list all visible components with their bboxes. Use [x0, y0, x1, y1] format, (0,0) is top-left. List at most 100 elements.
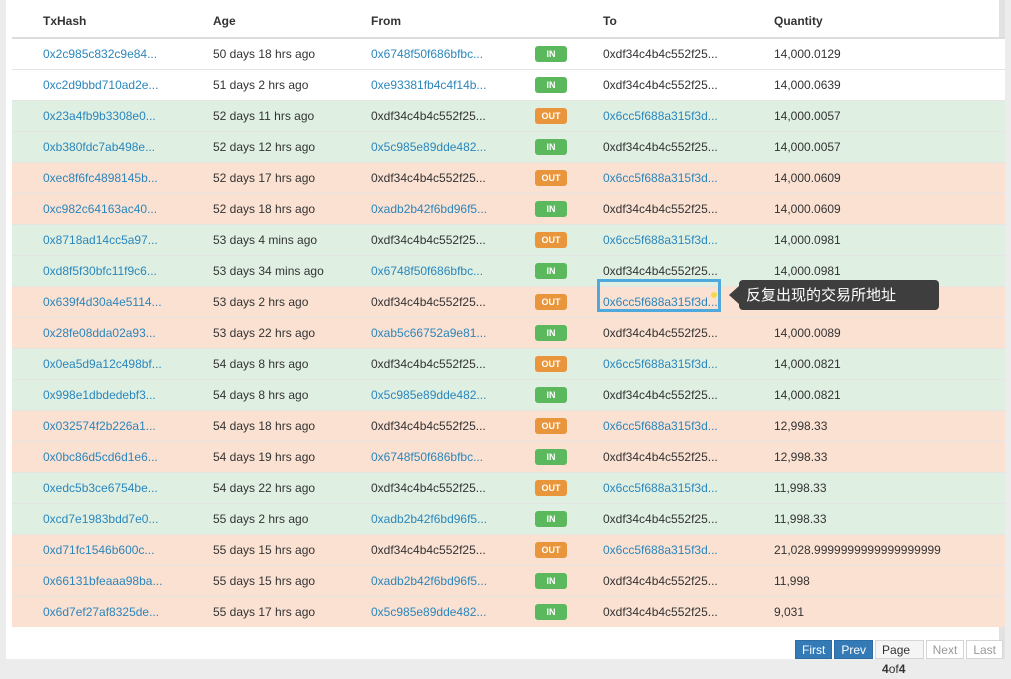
txhash-link-cell: 0xc2d9bbd710ad2e... [12, 69, 182, 101]
txhash-link[interactable]: 0xc2d9bbd710ad2e... [43, 78, 159, 92]
to-address-text: 0xdf34c4b4c552f25... [603, 574, 718, 588]
to-address-text: 0xdf34c4b4c552f25... [603, 605, 718, 619]
from-address-text: 0xdf34c4b4c552f25... [371, 295, 486, 309]
to-address-link-cell: 0x6cc5f688a315f3d... [572, 100, 743, 132]
txhash-link[interactable]: 0xedc5b3ce6754be... [43, 481, 158, 495]
to-address-text: 0xdf34c4b4c552f25... [603, 202, 718, 216]
to-address-link[interactable]: 0x6cc5f688a315f3d... [603, 543, 718, 557]
from-address-text-cell: 0xdf34c4b4c552f25... [340, 224, 510, 256]
from-address-link[interactable]: 0x5c985e89dde482... [371, 388, 487, 402]
from-address-text-cell: 0xdf34c4b4c552f25... [340, 100, 510, 132]
age-text: 55 days 15 hrs ago [213, 574, 316, 588]
last-page-button[interactable]: Last [966, 640, 1003, 659]
txhash-link[interactable]: 0xd71fc1546b600c... [43, 543, 155, 557]
txhash-link[interactable]: 0x28fe08dda02a93... [43, 326, 156, 340]
direction-badge: IN [535, 573, 567, 589]
age-text-cell: 54 days 8 hrs ago [182, 348, 340, 380]
age-text: 54 days 18 hrs ago [213, 419, 316, 433]
txhash-link[interactable]: 0x032574f2b226a1... [43, 419, 156, 433]
from-address-link[interactable]: 0x6748f50f686bfbc... [371, 264, 484, 278]
quantity-text-cell: 14,000.0057 [743, 100, 1005, 132]
from-address-link[interactable]: 0x6748f50f686bfbc... [371, 450, 484, 464]
quantity-text-cell: 11,998 [743, 565, 1005, 597]
txhash-link[interactable]: 0x66131bfeaaa98ba... [43, 574, 163, 588]
to-address-link[interactable]: 0x6cc5f688a315f3d... [603, 233, 718, 247]
age-text: 52 days 11 hrs ago [213, 109, 315, 123]
next-page-button[interactable]: Next [925, 640, 965, 659]
to-address-link-cell: 0x6cc5f688a315f3d... [572, 286, 743, 318]
column-header-from: From [340, 5, 510, 39]
txhash-link[interactable]: 0x8718ad14cc5a97... [43, 233, 158, 247]
txhash-link[interactable]: 0xb380fdc7ab498e... [43, 140, 156, 154]
txhash-link-cell: 0xcd7e1983bdd7e0... [12, 503, 182, 535]
quantity-text-cell: 21,028.9999999999999999999 [743, 534, 1005, 566]
to-address-text-cell: 0xdf34c4b4c552f25... [572, 193, 743, 225]
direction-cell: OUT [510, 410, 572, 442]
age-text-cell: 52 days 11 hrs ago [182, 100, 340, 132]
quantity-text-cell: 14,000.0609 [743, 162, 1005, 194]
txhash-link[interactable]: 0xc982c64163ac40... [43, 202, 158, 216]
txhash-link-cell: 0xd71fc1546b600c... [12, 534, 182, 566]
age-text-cell: 53 days 2 hrs ago [182, 286, 340, 318]
age-text: 55 days 17 hrs ago [213, 605, 316, 619]
to-address-text: 0xdf34c4b4c552f25... [603, 140, 718, 154]
to-address-link[interactable]: 0x6cc5f688a315f3d... [603, 481, 718, 495]
direction-badge: OUT [535, 480, 567, 496]
from-address-link[interactable]: 0x6748f50f686bfbc... [371, 47, 484, 61]
to-address-link-cell: 0x6cc5f688a315f3d... [572, 472, 743, 504]
from-address-link[interactable]: 0xab5c66752a9e81... [371, 326, 487, 340]
quantity-text-cell: 12,998.33 [743, 410, 1005, 442]
to-address-link[interactable]: 0x6cc5f688a315f3d... [603, 419, 718, 433]
txhash-link[interactable]: 0x2c985c832c9e84... [43, 47, 158, 61]
direction-badge: IN [535, 263, 567, 279]
from-address-link[interactable]: 0xadb2b42f6bd96f5... [371, 202, 488, 216]
to-address-text-cell: 0xdf34c4b4c552f25... [572, 503, 743, 535]
from-address-link[interactable]: 0xadb2b42f6bd96f5... [371, 574, 488, 588]
direction-cell: OUT [510, 286, 572, 318]
txhash-link[interactable]: 0x998e1dbdedebf3... [43, 388, 156, 402]
from-address-text-cell: 0xdf34c4b4c552f25... [340, 286, 510, 318]
txhash-link[interactable]: 0x639f4d30a4e5114... [43, 295, 162, 309]
txhash-link[interactable]: 0x0ea5d9a12c498bf... [43, 357, 162, 371]
table-row: 0x0ea5d9a12c498bf... 54 days 8 hrs ago 0xd… [12, 348, 1005, 380]
quantity-text: 14,000.0821 [774, 388, 841, 402]
txhash-link-cell: 0x8718ad14cc5a97... [12, 224, 182, 256]
txhash-link[interactable]: 0x6d7ef27af8325de... [43, 605, 160, 619]
quantity-text-cell: 14,000.0089 [743, 317, 1005, 349]
quantity-text-cell: 14,000.0821 [743, 379, 1005, 411]
txhash-link[interactable]: 0xcd7e1983bdd7e0... [43, 512, 159, 526]
from-address-link[interactable]: 0xe93381fb4c4f14b... [371, 78, 487, 92]
to-address-text-cell: 0xdf34c4b4c552f25... [572, 596, 743, 627]
direction-badge: IN [535, 77, 567, 93]
table-row: 0x0bc86d5cd6d1e6... 54 days 19 hrs ago 0x6… [12, 441, 1005, 473]
quantity-text: 14,000.0609 [774, 202, 841, 216]
txhash-link[interactable]: 0x0bc86d5cd6d1e6... [43, 450, 158, 464]
from-address-link[interactable]: 0x5c985e89dde482... [371, 140, 487, 154]
table-row: 0x23a4fb9b3308e0... 52 days 11 hrs ago 0xd… [12, 100, 1005, 132]
to-address-link[interactable]: 0x6cc5f688a315f3d... [603, 357, 718, 371]
quantity-text: 12,998.33 [774, 450, 828, 464]
direction-badge: OUT [535, 542, 567, 558]
first-page-button[interactable]: First [795, 640, 833, 659]
prev-page-button[interactable]: Prev [834, 640, 874, 659]
txhash-link[interactable]: 0xd8f5f30bfc11f9c6... [43, 264, 157, 278]
txhash-link[interactable]: 0xec8f6fc4898145b... [43, 171, 158, 185]
age-text: 52 days 18 hrs ago [213, 202, 316, 216]
direction-badge: IN [535, 46, 567, 62]
direction-cell: IN [510, 596, 572, 627]
direction-badge: IN [535, 139, 567, 155]
from-address-link[interactable]: 0xadb2b42f6bd96f5... [371, 512, 488, 526]
to-address-link[interactable]: 0x6cc5f688a315f3d... [603, 109, 718, 123]
txhash-link-cell: 0x6d7ef27af8325de... [12, 596, 182, 627]
age-text-cell: 53 days 22 hrs ago [182, 317, 340, 349]
to-address-link[interactable]: 0x6cc5f688a315f3d... [603, 295, 718, 309]
from-address-text: 0xdf34c4b4c552f25... [371, 171, 486, 185]
txhash-link[interactable]: 0x23a4fb9b3308e0... [43, 109, 156, 123]
to-address-text-cell: 0xdf34c4b4c552f25... [572, 379, 743, 411]
from-address-link[interactable]: 0x5c985e89dde482... [371, 605, 487, 619]
to-address-link[interactable]: 0x6cc5f688a315f3d... [603, 171, 718, 185]
direction-cell: IN [510, 379, 572, 411]
age-text-cell: 55 days 2 hrs ago [182, 503, 340, 535]
table-row: 0x28fe08dda02a93... 53 days 22 hrs ago 0xa… [12, 317, 1005, 349]
from-address-text-cell: 0xdf34c4b4c552f25... [340, 410, 510, 442]
